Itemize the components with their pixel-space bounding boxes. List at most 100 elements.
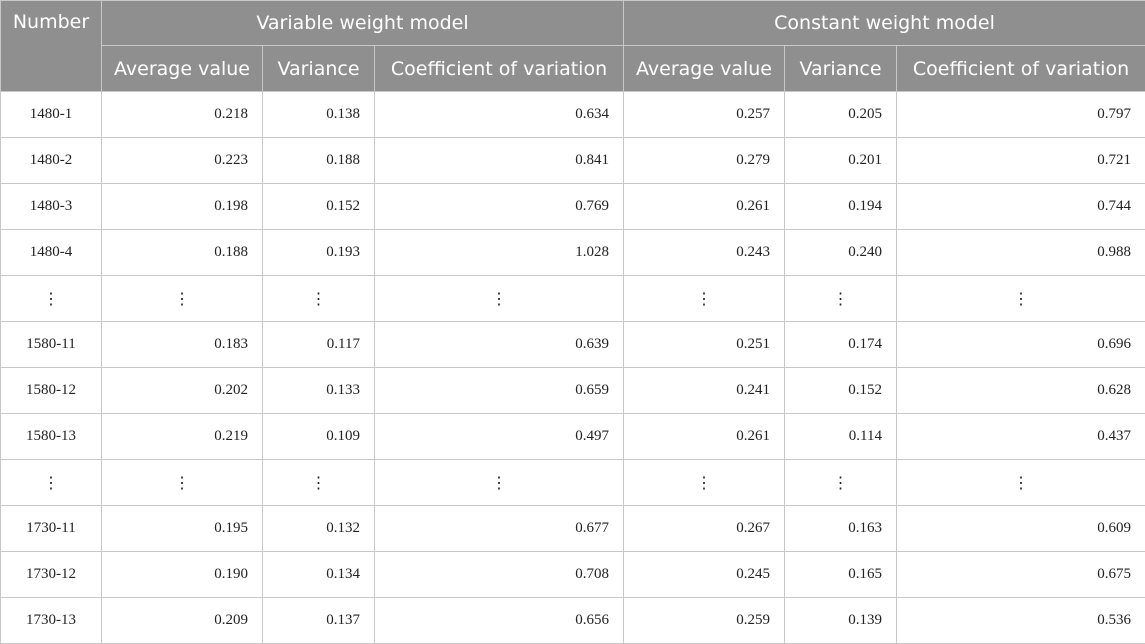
table-row: ⋮⋮⋮⋮⋮⋮⋮ bbox=[1, 276, 1145, 322]
constant-variance-cell: 0.240 bbox=[785, 230, 897, 276]
variable-average-cell: 0.188 bbox=[102, 230, 263, 276]
variable-cv-cell: 0.639 bbox=[375, 322, 624, 368]
number-cell: 1580-13 bbox=[1, 414, 102, 460]
variable-variance-cell: 0.133 bbox=[263, 368, 375, 414]
ellipsis-cell: ⋮ bbox=[102, 460, 263, 506]
variable-cv-cell: 0.659 bbox=[375, 368, 624, 414]
ellipsis-cell: ⋮ bbox=[897, 276, 1145, 322]
table-row: ⋮⋮⋮⋮⋮⋮⋮ bbox=[1, 460, 1145, 506]
number-cell: 1480-4 bbox=[1, 230, 102, 276]
variable-average-cell: 0.223 bbox=[102, 138, 263, 184]
ellipsis-cell: ⋮ bbox=[375, 276, 624, 322]
number-cell: 1730-11 bbox=[1, 506, 102, 552]
variable-average-cell: 0.198 bbox=[102, 184, 263, 230]
variable-variance-cell: 0.132 bbox=[263, 506, 375, 552]
ellipsis-cell: ⋮ bbox=[263, 460, 375, 506]
subheader-coefficient-of-variation: Coefficient of variation bbox=[897, 46, 1145, 92]
constant-average-cell: 0.261 bbox=[624, 414, 785, 460]
variable-variance-cell: 0.152 bbox=[263, 184, 375, 230]
variable-cv-cell: 0.497 bbox=[375, 414, 624, 460]
variable-variance-cell: 0.134 bbox=[263, 552, 375, 598]
header-number: Number bbox=[1, 1, 102, 92]
variable-average-cell: 0.202 bbox=[102, 368, 263, 414]
ellipsis-cell: ⋮ bbox=[785, 276, 897, 322]
subheader-coefficient-of-variation: Coefficient of variation bbox=[375, 46, 624, 92]
ellipsis-cell: ⋮ bbox=[263, 276, 375, 322]
subheader-variance: Variance bbox=[263, 46, 375, 92]
variable-variance-cell: 0.137 bbox=[263, 598, 375, 644]
constant-variance-cell: 0.163 bbox=[785, 506, 897, 552]
number-cell: 1730-13 bbox=[1, 598, 102, 644]
variable-cv-cell: 0.656 bbox=[375, 598, 624, 644]
variable-average-cell: 0.209 bbox=[102, 598, 263, 644]
variable-cv-cell: 0.841 bbox=[375, 138, 624, 184]
constant-average-cell: 0.279 bbox=[624, 138, 785, 184]
ellipsis-cell: ⋮ bbox=[624, 276, 785, 322]
constant-average-cell: 0.267 bbox=[624, 506, 785, 552]
number-cell: 1480-1 bbox=[1, 92, 102, 138]
variable-average-cell: 0.195 bbox=[102, 506, 263, 552]
constant-cv-cell: 0.536 bbox=[897, 598, 1145, 644]
constant-cv-cell: 0.721 bbox=[897, 138, 1145, 184]
subheader-variance: Variance bbox=[785, 46, 897, 92]
variable-variance-cell: 0.188 bbox=[263, 138, 375, 184]
constant-cv-cell: 0.988 bbox=[897, 230, 1145, 276]
number-cell: 1580-11 bbox=[1, 322, 102, 368]
variable-average-cell: 0.219 bbox=[102, 414, 263, 460]
constant-variance-cell: 0.205 bbox=[785, 92, 897, 138]
variable-variance-cell: 0.109 bbox=[263, 414, 375, 460]
ellipsis-cell: ⋮ bbox=[897, 460, 1145, 506]
constant-variance-cell: 0.174 bbox=[785, 322, 897, 368]
variable-average-cell: 0.190 bbox=[102, 552, 263, 598]
ellipsis-cell: ⋮ bbox=[785, 460, 897, 506]
constant-average-cell: 0.261 bbox=[624, 184, 785, 230]
variable-variance-cell: 0.193 bbox=[263, 230, 375, 276]
number-cell: 1730-12 bbox=[1, 552, 102, 598]
variable-cv-cell: 0.634 bbox=[375, 92, 624, 138]
constant-variance-cell: 0.194 bbox=[785, 184, 897, 230]
ellipsis-cell: ⋮ bbox=[102, 276, 263, 322]
variable-cv-cell: 1.028 bbox=[375, 230, 624, 276]
number-cell: 1480-2 bbox=[1, 138, 102, 184]
constant-cv-cell: 0.628 bbox=[897, 368, 1145, 414]
constant-average-cell: 0.257 bbox=[624, 92, 785, 138]
header-variable-weight-model: Variable weight model bbox=[102, 1, 624, 46]
ellipsis-cell: ⋮ bbox=[375, 460, 624, 506]
constant-variance-cell: 0.165 bbox=[785, 552, 897, 598]
ellipsis-cell: ⋮ bbox=[1, 276, 102, 322]
variable-average-cell: 0.218 bbox=[102, 92, 263, 138]
variable-cv-cell: 0.677 bbox=[375, 506, 624, 552]
constant-variance-cell: 0.114 bbox=[785, 414, 897, 460]
constant-average-cell: 0.251 bbox=[624, 322, 785, 368]
constant-average-cell: 0.243 bbox=[624, 230, 785, 276]
constant-cv-cell: 0.744 bbox=[897, 184, 1145, 230]
constant-cv-cell: 0.609 bbox=[897, 506, 1145, 552]
header-constant-weight-model: Constant weight model bbox=[624, 1, 1145, 46]
header-row-groups: Number Variable weight model Constant we… bbox=[1, 1, 1145, 46]
header-row-subheaders: Average value Variance Coefficient of va… bbox=[1, 46, 1145, 92]
variable-cv-cell: 0.708 bbox=[375, 552, 624, 598]
number-cell: 1580-12 bbox=[1, 368, 102, 414]
constant-average-cell: 0.241 bbox=[624, 368, 785, 414]
constant-cv-cell: 0.675 bbox=[897, 552, 1145, 598]
constant-cv-cell: 0.696 bbox=[897, 322, 1145, 368]
ellipsis-cell: ⋮ bbox=[1, 460, 102, 506]
table-header: Number Variable weight model Constant we… bbox=[1, 1, 1145, 92]
constant-cv-cell: 0.797 bbox=[897, 92, 1145, 138]
variable-variance-cell: 0.117 bbox=[263, 322, 375, 368]
constant-variance-cell: 0.201 bbox=[785, 138, 897, 184]
variable-variance-cell: 0.138 bbox=[263, 92, 375, 138]
constant-average-cell: 0.259 bbox=[624, 598, 785, 644]
number-cell: 1480-3 bbox=[1, 184, 102, 230]
variable-cv-cell: 0.769 bbox=[375, 184, 624, 230]
